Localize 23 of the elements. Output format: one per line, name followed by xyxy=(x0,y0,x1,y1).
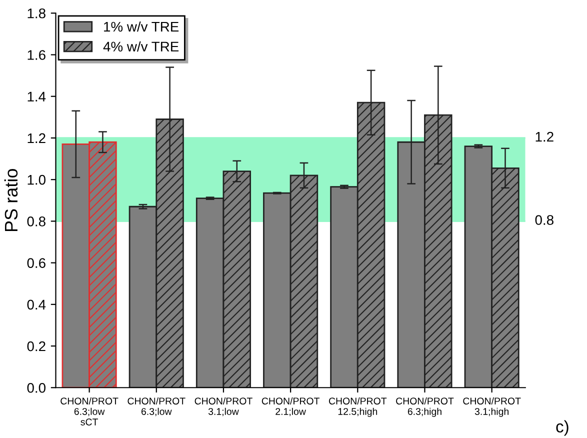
x-tick-label: CHON/PROT 2.1;low xyxy=(262,397,320,416)
x-tick-label: CHON/PROT 6.3;low xyxy=(128,397,186,416)
y-tick-label: 1.6 xyxy=(28,50,46,60)
y-tick-label: 0.6 xyxy=(27,258,46,268)
ref-line-label: 1.2 xyxy=(536,132,554,142)
x-tick-label: CHON/PROT 3.1;high xyxy=(463,397,521,417)
x-tick-label: CHON/PROT 3.1;low xyxy=(194,397,252,416)
y-tick-label: 0.2 xyxy=(27,341,46,352)
y-tick-label: 1.2 xyxy=(28,133,46,144)
y-tick-label: 1.4 xyxy=(28,92,46,102)
y-tick-label: 0.8 xyxy=(27,216,46,226)
y-tick-label: 0.0 xyxy=(27,382,46,393)
y-tick-label: 1.0 xyxy=(28,174,46,185)
legend-label: 1% w/v TRE xyxy=(104,21,179,32)
x-tick-label: CHON/PROT 6.3;low sCT xyxy=(60,397,118,426)
y-tick-label: 0.4 xyxy=(27,300,46,310)
text: c) xyxy=(556,420,568,436)
y-tick-label: 1.8 xyxy=(28,8,46,18)
y-axis-title: PS ratio xyxy=(4,169,18,232)
ref-line-label: 0.8 xyxy=(535,215,554,225)
x-tick-label: CHON/PROT 12.5;high xyxy=(328,397,387,417)
x-tick-label: CHON/PROT 6.3;high xyxy=(396,397,454,417)
legend-label: 4% w/v TRE xyxy=(103,41,179,52)
